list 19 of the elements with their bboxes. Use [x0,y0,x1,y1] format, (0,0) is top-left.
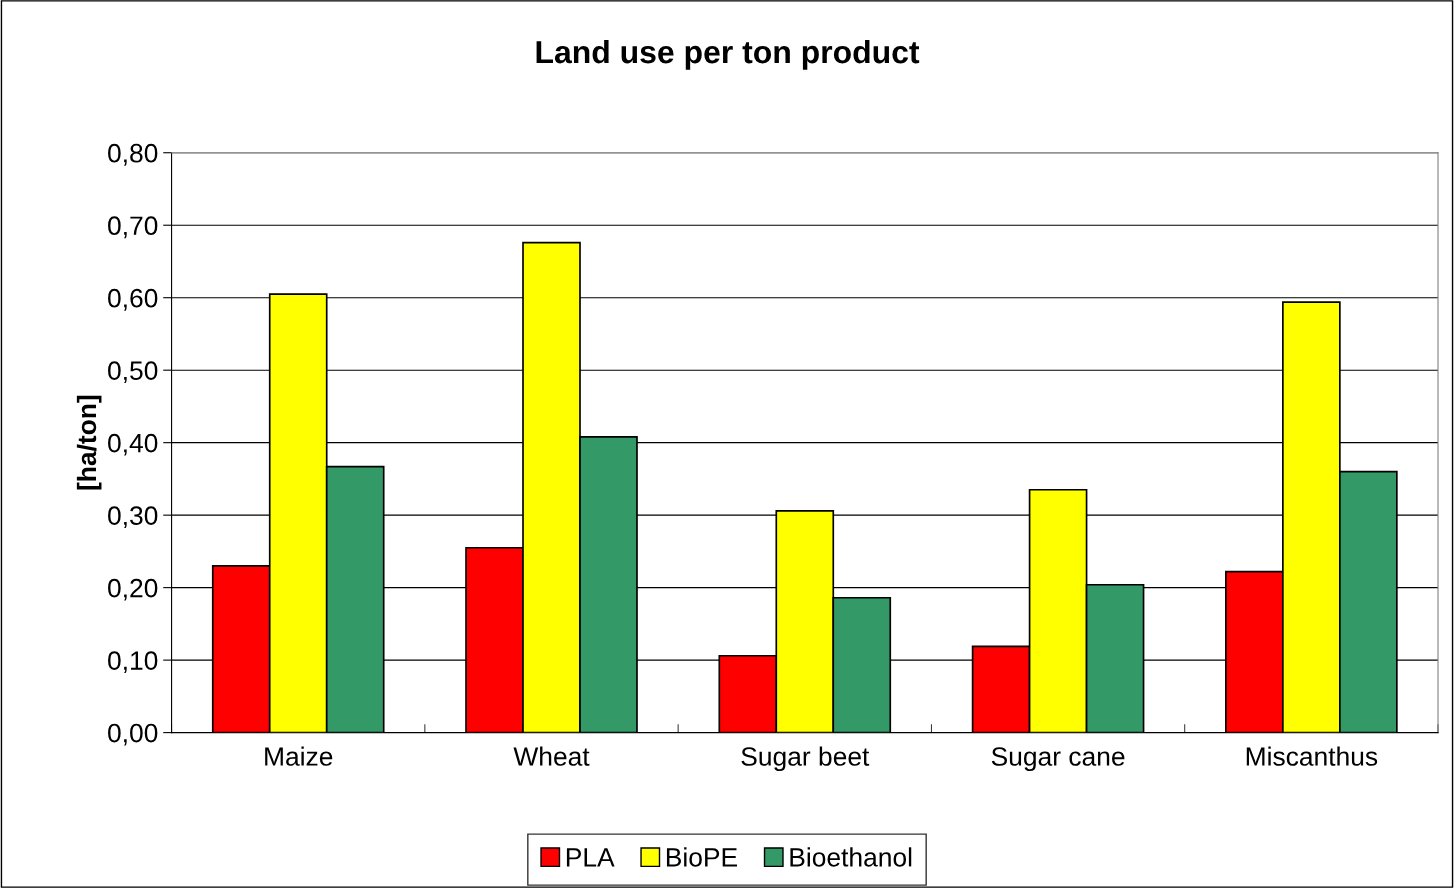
y-tick-label: 0,40 [108,433,158,456]
y-axis-title: [ha/ton] [76,395,102,490]
y-tick-label: 0,30 [108,506,158,529]
legend-label: BioPE [666,847,737,867]
y-tick-label: 0,00 [108,723,158,746]
chart-title: Land use per ton product [536,39,920,70]
x-tick-label: Sugar cane [991,747,1125,772]
y-tick-label: 0,60 [108,288,158,311]
x-tick-label: Miscanthus [1246,746,1378,766]
y-tick-label: 0,10 [108,651,158,674]
x-tick-label: Maize [265,746,333,766]
y-tick-label: 0,20 [108,578,158,601]
x-tick-label: Sugar beet [741,746,870,772]
y-tick-label: 0,70 [108,216,158,239]
legend-label: PLA [566,848,615,867]
x-tick-label: Wheat [513,746,590,766]
y-tick-label: 0,50 [108,361,158,384]
y-tick-label: 0,80 [108,143,158,166]
legend-label: Bioethanol [790,847,912,867]
